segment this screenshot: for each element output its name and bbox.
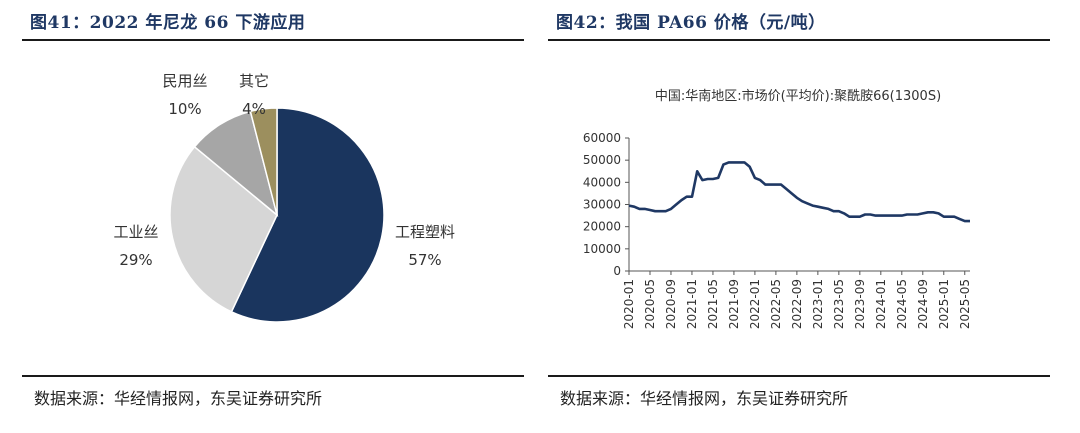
left-title-rule — [22, 39, 524, 41]
y-tick-label: 30000 — [583, 198, 621, 212]
pie-slice-percent: 57% — [408, 251, 441, 269]
y-tick-label: 0 — [613, 264, 621, 278]
pie-slice-label: 其它 — [239, 72, 269, 90]
x-tick-label: 2025-01 — [937, 279, 951, 329]
pie-slice-label: 工业丝 — [113, 223, 158, 241]
left-source-note: 数据来源：华经情报网，东吴证券研究所 — [34, 389, 323, 408]
pie-chart: 工程塑料 57% 工业丝 29% 民用丝 10% 其它 4% — [113, 72, 455, 323]
y-tick-label: 10000 — [583, 242, 621, 256]
x-tick-label: 2020-01 — [622, 279, 636, 329]
line-chart: 中国:华南地区:市场价(平均价):聚酰胺66(1300S) 0 10000 20000… — [583, 88, 972, 329]
pie-slice-1 — [230, 107, 385, 323]
pie-slice-label: 民用丝 — [162, 72, 207, 90]
x-tick-label: 2022-09 — [790, 279, 804, 329]
price-series-line — [628, 161, 970, 223]
pie-slice-percent: 4% — [242, 100, 266, 118]
x-tick-label: 2024-01 — [874, 279, 888, 329]
x-tick-label: 2023-05 — [832, 279, 846, 329]
y-tick-label: 40000 — [583, 175, 621, 189]
x-tick-label: 2021-05 — [706, 279, 720, 329]
pie-slice-4 — [249, 107, 278, 216]
x-tick-label: 2024-05 — [895, 279, 909, 329]
x-tick-label: 2022-05 — [769, 279, 783, 329]
x-tick-label: 2020-05 — [643, 279, 657, 329]
pie-slice-2 — [169, 145, 278, 313]
right-figure-title: 图42：我国 PA66 价格（元/吨） — [556, 13, 826, 33]
left-bottom-rule — [22, 375, 524, 377]
pie-slice-percent: 29% — [119, 251, 152, 269]
left-figure-title: 图41：2022 年尼龙 66 下游应用 — [30, 13, 306, 33]
x-tick-label: 2022-01 — [748, 279, 762, 329]
y-tick-label: 20000 — [583, 220, 621, 234]
x-tick-label: 2023-09 — [853, 279, 867, 329]
x-tick-label: 2021-09 — [727, 279, 741, 329]
pie-slice-label: 工程塑料 — [395, 223, 455, 241]
right-source-note: 数据来源：华经情报网，东吴证券研究所 — [560, 389, 849, 408]
right-title-rule — [548, 39, 1050, 41]
x-tick-label: 2021-01 — [685, 279, 699, 329]
x-tick-label: 2020-09 — [664, 279, 678, 329]
line-chart-title: 中国:华南地区:市场价(平均价):聚酰胺66(1300S) — [655, 88, 941, 104]
y-tick-label: 60000 — [583, 131, 621, 145]
pie-slice-percent: 10% — [168, 100, 201, 118]
x-tick-label: 2024-09 — [916, 279, 930, 329]
y-tick-label: 50000 — [583, 153, 621, 167]
x-tick-label: 2023-01 — [811, 279, 825, 329]
x-tick-label: 2025-05 — [958, 279, 972, 329]
right-bottom-rule — [548, 375, 1050, 377]
